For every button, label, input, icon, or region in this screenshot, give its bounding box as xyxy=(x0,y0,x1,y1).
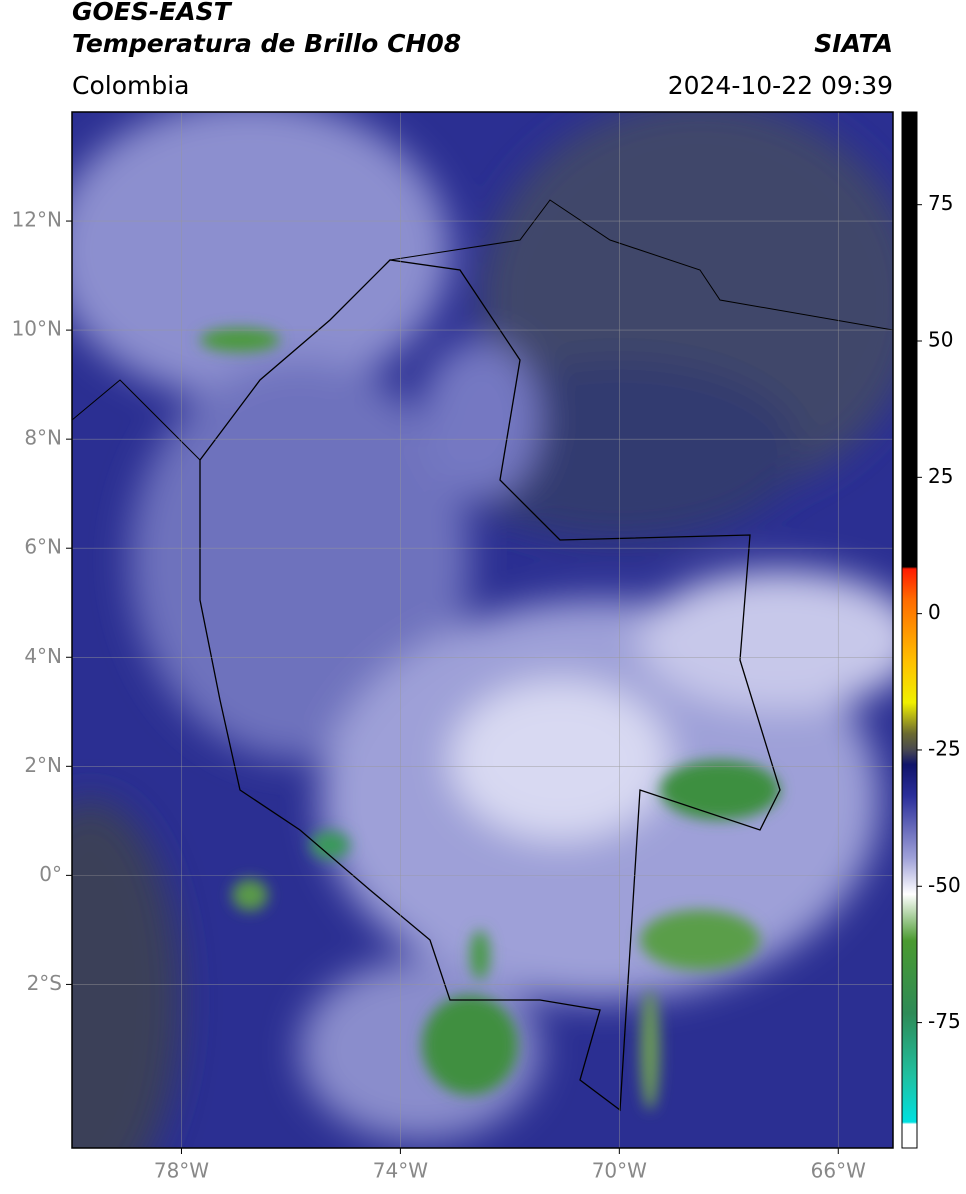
colorbar-tick-label: 75 xyxy=(928,191,953,215)
lon-tick-label: 78°W xyxy=(154,1159,209,1183)
source: SIATA xyxy=(814,29,893,58)
lat-tick-label: 0° xyxy=(39,862,62,886)
lon-tick-label: 74°W xyxy=(373,1159,428,1183)
lat-tick-label: 10°N xyxy=(12,317,62,341)
map-frame xyxy=(71,111,894,1149)
lat-tick-label: 4°N xyxy=(24,644,62,668)
lon-tick-label: 66°W xyxy=(811,1159,866,1183)
lat-tick-label: 2°S xyxy=(27,971,62,995)
lat-tick-label: 12°N xyxy=(12,208,62,232)
colorbar-tick-label: -50 xyxy=(928,873,961,897)
datetime: 2024-10-22 09:39 xyxy=(668,71,893,100)
lat-tick-label: 2°N xyxy=(24,753,62,777)
colorbar-tick-label: -25 xyxy=(928,736,961,760)
lat-tick-label: 6°N xyxy=(24,535,62,559)
region: Colombia xyxy=(72,71,189,100)
product: Temperatura de Brillo CH08 xyxy=(72,29,461,58)
colorbar-tick-label: 0 xyxy=(928,600,941,624)
colorbar-tick-label: -75 xyxy=(928,1009,961,1033)
satellite: GOES-EAST xyxy=(72,0,233,26)
lon-tick-label: 70°W xyxy=(592,1159,647,1183)
lat-tick-label: 8°N xyxy=(24,426,62,450)
colorbar-tick-label: 25 xyxy=(928,464,953,488)
satellite-image xyxy=(72,112,893,1148)
colorbar-tick-label: 50 xyxy=(928,328,953,352)
colorbar xyxy=(901,111,918,1149)
